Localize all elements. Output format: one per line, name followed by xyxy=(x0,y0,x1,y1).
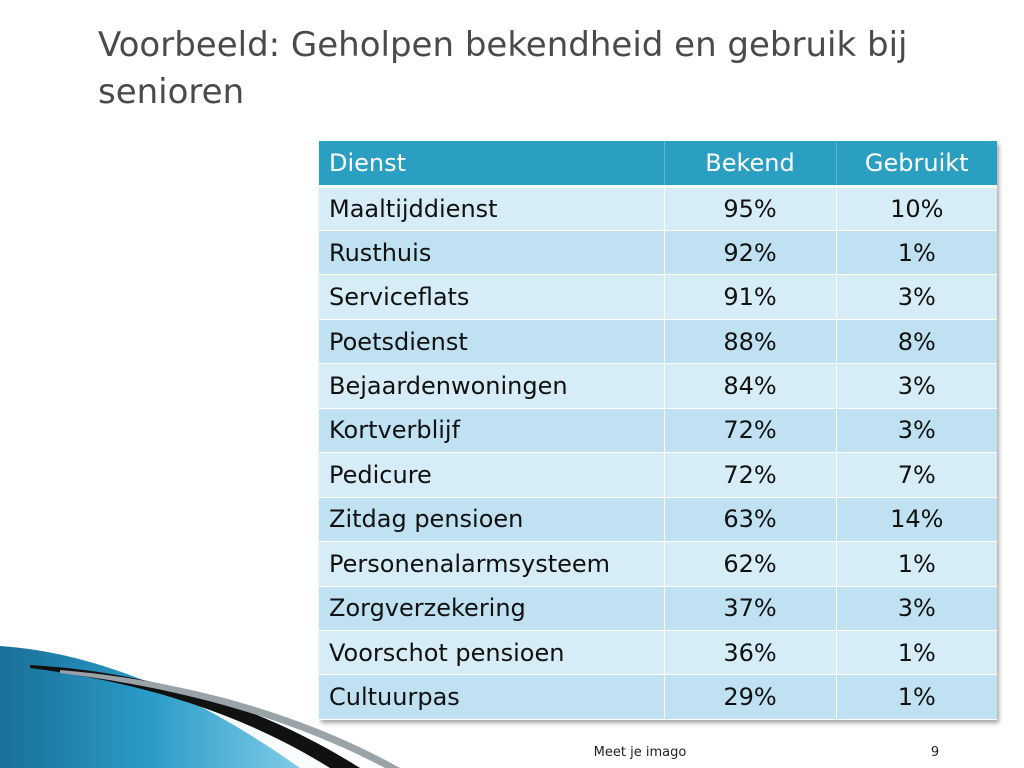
cell-gebruikt: 1% xyxy=(836,630,997,676)
wave-blue-band xyxy=(0,646,300,768)
header-dienst: Dienst xyxy=(319,141,665,188)
page-number: 9 xyxy=(930,745,940,760)
cell-dienst: Zitdag pensioen xyxy=(319,496,665,543)
cell-dienst: Maaltijddienst xyxy=(319,185,665,231)
table-row: Cultuurpas 29% 1% xyxy=(319,674,997,720)
cell-bekend: 37% xyxy=(664,585,837,632)
cell-dienst: Voorschot pensioen xyxy=(319,630,665,676)
cell-dienst: Cultuurpas xyxy=(319,674,665,720)
wave-black-swoosh xyxy=(30,665,360,768)
cell-dienst: Pedicure xyxy=(319,452,665,498)
cell-dienst: Poetsdienst xyxy=(319,318,665,365)
cell-dienst: Serviceflats xyxy=(319,274,665,320)
cell-gebruikt: 10% xyxy=(836,185,997,231)
cell-bekend: 88% xyxy=(664,318,837,365)
table-body: Maaltijddienst 95% 10% Rusthuis 92% 1% S… xyxy=(319,185,997,720)
table-row: Poetsdienst 88% 8% xyxy=(319,318,997,365)
cell-bekend: 91% xyxy=(664,274,837,320)
cell-dienst: Rusthuis xyxy=(319,229,665,276)
cell-bekend: 72% xyxy=(664,407,837,454)
table-row: Bejaardenwoningen 84% 3% xyxy=(319,363,997,409)
table-row: Voorschot pensioen 36% 1% xyxy=(319,630,997,676)
header-gebruikt: Gebruikt xyxy=(836,141,997,188)
cell-gebruikt: 1% xyxy=(836,674,997,720)
cell-bekend: 36% xyxy=(664,630,837,676)
slide-title: Voorbeeld: Geholpen bekendheid en gebrui… xyxy=(98,25,908,112)
cell-gebruikt: 3% xyxy=(836,274,997,320)
header-bekend: Bekend xyxy=(664,141,837,188)
table-row: Kortverblijf 72% 3% xyxy=(319,407,997,454)
table-row: Personenalarmsysteem 62% 1% xyxy=(319,541,997,587)
table-row: Rusthuis 92% 1% xyxy=(319,229,997,276)
cell-bekend: 84% xyxy=(664,363,837,409)
cell-bekend: 72% xyxy=(664,452,837,498)
table-row: Pedicure 72% 7% xyxy=(319,452,997,498)
cell-gebruikt: 14% xyxy=(836,496,997,543)
table-header-row: Dienst Bekend Gebruikt xyxy=(319,141,997,188)
cell-dienst: Personenalarmsysteem xyxy=(319,541,665,587)
cell-gebruikt: 7% xyxy=(836,452,997,498)
cell-gebruikt: 8% xyxy=(836,318,997,365)
footer-text: Meet je imago xyxy=(593,745,687,760)
cell-dienst: Bejaardenwoningen xyxy=(319,363,665,409)
cell-bekend: 95% xyxy=(664,185,837,231)
cell-gebruikt: 1% xyxy=(836,541,997,587)
table-row: Zitdag pensioen 63% 14% xyxy=(319,496,997,543)
cell-gebruikt: 3% xyxy=(836,407,997,454)
services-table-container: Dienst Bekend Gebruikt Maaltijddienst 95… xyxy=(319,141,997,720)
services-table: Dienst Bekend Gebruikt Maaltijddienst 95… xyxy=(319,141,997,720)
cell-dienst: Kortverblijf xyxy=(319,407,665,454)
cell-gebruikt: 3% xyxy=(836,585,997,632)
cell-bekend: 63% xyxy=(664,496,837,543)
table-row: Serviceflats 91% 3% xyxy=(319,274,997,320)
cell-bekend: 29% xyxy=(664,674,837,720)
cell-bekend: 92% xyxy=(664,229,837,276)
cell-gebruikt: 1% xyxy=(836,229,997,276)
cell-dienst: Zorgverzekering xyxy=(319,585,665,632)
table-row: Zorgverzekering 37% 3% xyxy=(319,585,997,632)
cell-bekend: 62% xyxy=(664,541,837,587)
table-row: Maaltijddienst 95% 10% xyxy=(319,185,997,231)
cell-gebruikt: 3% xyxy=(836,363,997,409)
